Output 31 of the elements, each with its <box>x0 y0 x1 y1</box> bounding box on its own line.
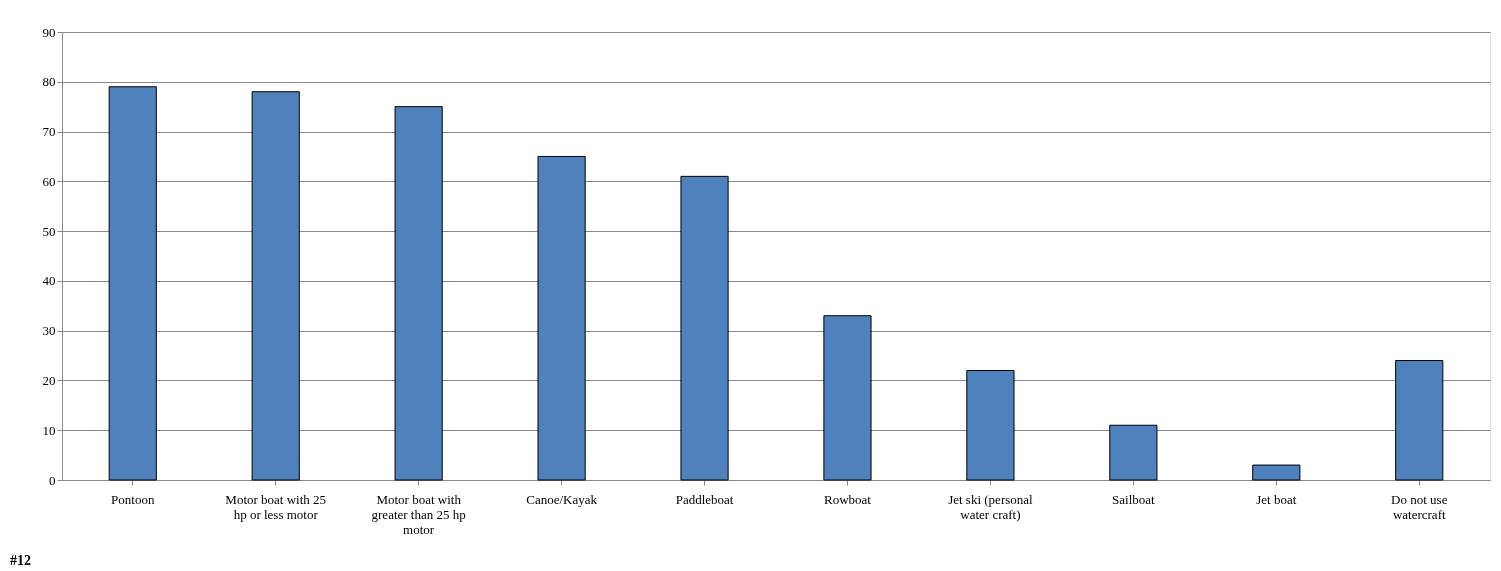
bar <box>251 91 300 481</box>
y-tick-label: 80 <box>42 74 56 90</box>
x-tick-label: Pontoon <box>111 491 155 507</box>
x-tick-label: Rowboat <box>823 491 872 507</box>
bar <box>966 369 1015 481</box>
y-tick-label: 60 <box>42 173 56 189</box>
bar <box>1252 464 1301 481</box>
x-tick-label: Motor boat with greater than 25 hp motor <box>371 491 466 537</box>
y-tick-label: 50 <box>42 223 56 239</box>
y-tick-label: 70 <box>42 124 56 140</box>
y-tick-label: 90 <box>42 24 56 40</box>
text: #12 <box>10 553 31 568</box>
y-tick-label: 20 <box>42 372 56 388</box>
x-tick-label: Canoe/Kayak <box>526 491 598 507</box>
bar <box>1109 424 1158 481</box>
y-tick-label: 0 <box>49 472 56 488</box>
y-tick-label: 30 <box>42 323 56 339</box>
bar <box>1395 360 1444 481</box>
x-tick-label: Paddleboat <box>675 491 734 507</box>
y-tick-label: 40 <box>42 273 56 289</box>
x-tick-label: Jet boat <box>1256 491 1297 507</box>
x-tick-label: Sailboat <box>1112 491 1156 507</box>
x-tick-label: Do not use watercraft <box>1391 491 1448 522</box>
bar <box>108 86 157 481</box>
bar <box>680 175 729 481</box>
bar <box>394 106 443 481</box>
bar <box>823 315 872 481</box>
x-tick-label: Motor boat with 25 hp or less motor <box>225 491 327 522</box>
y-tick-label: 10 <box>42 422 56 438</box>
x-tick-label: Jet ski (personal water craft) <box>948 491 1034 522</box>
bar <box>537 155 586 481</box>
